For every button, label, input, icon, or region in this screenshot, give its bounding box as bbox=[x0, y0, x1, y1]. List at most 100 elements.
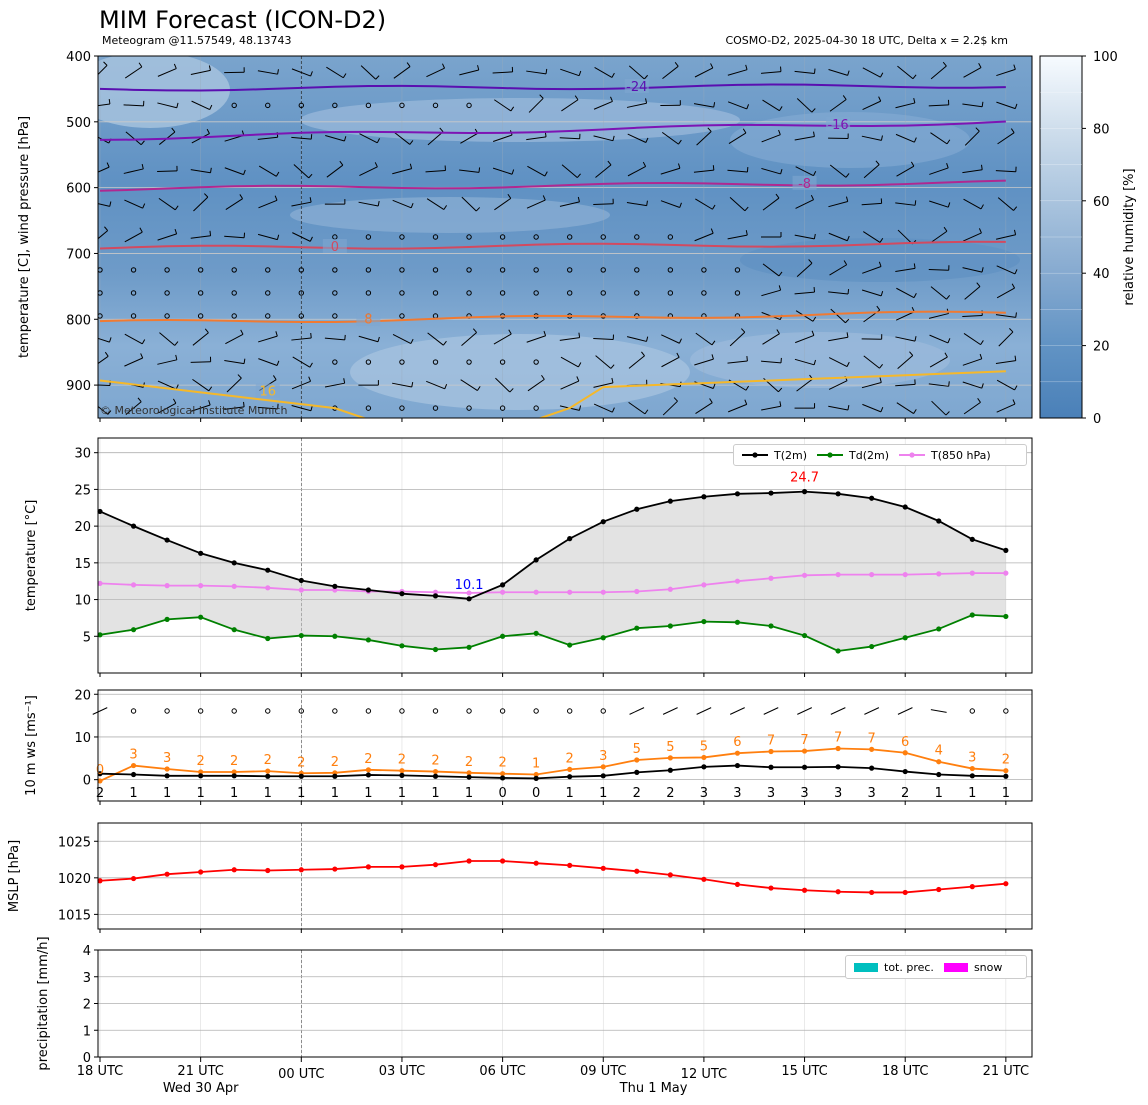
calm-wind-circle bbox=[466, 290, 472, 296]
wind-barb-flag bbox=[711, 354, 714, 360]
wind-barb bbox=[190, 235, 211, 239]
mslp-point bbox=[332, 866, 338, 872]
gust-point bbox=[265, 768, 271, 774]
wind-barb-flag bbox=[578, 362, 582, 368]
wind-barb bbox=[560, 380, 580, 390]
wind-barb-flag bbox=[914, 200, 917, 206]
wind-barb-flag bbox=[208, 386, 213, 392]
wind-barb bbox=[98, 230, 108, 240]
isotherm-label: -8 bbox=[798, 177, 811, 192]
wind-barb bbox=[124, 66, 143, 79]
calm-wind-circle bbox=[265, 102, 271, 109]
wind-barb bbox=[459, 169, 480, 173]
wind-barb-flag bbox=[644, 409, 649, 415]
temperature-spread-fill bbox=[100, 491, 1006, 651]
wind-barb bbox=[962, 314, 983, 318]
legend-item-td2m: Td(2m) bbox=[817, 449, 889, 462]
wind-barb bbox=[964, 130, 980, 146]
wind-barb bbox=[761, 134, 781, 143]
time-tick-label: 18 UTC bbox=[882, 1064, 928, 1079]
wind-barb bbox=[426, 380, 445, 390]
wind-barb-flag bbox=[478, 167, 481, 173]
wind-barb-flag bbox=[846, 361, 850, 367]
calm-wind-circle bbox=[399, 313, 405, 319]
wind-barb-flag bbox=[439, 127, 444, 133]
panel-frame bbox=[97, 437, 1033, 674]
wind-barb-flag bbox=[879, 363, 884, 369]
surface-calm-circle bbox=[969, 708, 975, 714]
wind-barb-flag bbox=[677, 163, 681, 169]
calm-wind-circle bbox=[600, 290, 606, 296]
mean-wind-point bbox=[600, 773, 606, 779]
wind-barb bbox=[257, 233, 278, 241]
wind-barb-flag bbox=[880, 72, 884, 78]
wind-barb-flag bbox=[712, 204, 716, 210]
wind-barb-flag bbox=[778, 129, 781, 135]
wind-barb-flag bbox=[779, 106, 783, 111]
wind-barb bbox=[98, 405, 109, 415]
wind-barb bbox=[828, 336, 849, 342]
calm-wind-circle bbox=[399, 405, 405, 411]
wind-barb bbox=[830, 308, 846, 324]
t2m-point bbox=[466, 596, 472, 602]
gust-point bbox=[231, 769, 237, 775]
pressure-tick-label: 900 bbox=[66, 379, 91, 394]
wind-barb-flag bbox=[141, 163, 144, 170]
mslp-point bbox=[567, 862, 573, 869]
td2m-point bbox=[869, 643, 875, 650]
wind-barb-flag bbox=[913, 409, 917, 414]
wind-barb bbox=[358, 335, 379, 343]
wind-barb-flag bbox=[808, 259, 813, 264]
wind-barb bbox=[727, 360, 748, 364]
wind-barb-flag bbox=[275, 331, 278, 337]
wind-barb-flag bbox=[813, 233, 816, 240]
wind-barb bbox=[761, 167, 781, 175]
mean-wind-value-label: 1 bbox=[129, 786, 137, 801]
wind-barb-flag bbox=[1014, 269, 1018, 275]
td2m-point bbox=[198, 614, 204, 620]
surface-calm-circle bbox=[365, 708, 372, 714]
gust-value-label: 7 bbox=[800, 733, 808, 748]
calm-wind-circle bbox=[701, 267, 707, 273]
calm-wind-circle bbox=[365, 405, 372, 411]
panel-frame bbox=[97, 689, 1033, 802]
mean-wind-value-label: 1 bbox=[968, 786, 976, 801]
calm-wind-circle bbox=[567, 290, 573, 296]
time-tick-label: 12 UTC bbox=[681, 1067, 727, 1082]
mean-wind-point bbox=[533, 775, 539, 781]
panel-frame bbox=[97, 822, 1033, 930]
mean-wind-value-label: 1 bbox=[163, 786, 171, 801]
wind-barb bbox=[996, 265, 1016, 275]
calm-wind-circle bbox=[499, 267, 506, 273]
t2m-point bbox=[298, 577, 304, 584]
wind-barb-flag bbox=[880, 407, 884, 413]
wind-barb-flag bbox=[642, 161, 647, 167]
wind-barb-flag bbox=[377, 336, 380, 342]
wind-barb-flag bbox=[508, 329, 512, 335]
t2m-point bbox=[667, 498, 673, 504]
model-run-subtitle: COSMO-D2, 2025-04-30 18 UTC, Delta x = 2… bbox=[725, 34, 1008, 47]
wind-barb bbox=[427, 332, 444, 346]
mslp-point bbox=[533, 860, 539, 866]
wind-barb bbox=[761, 289, 781, 297]
mean-wind-value-label: 0 bbox=[498, 786, 506, 801]
wind-barb bbox=[895, 133, 915, 143]
wind-barb bbox=[694, 232, 714, 242]
wind-barb bbox=[897, 229, 913, 245]
wind-barb bbox=[861, 202, 882, 206]
t850hpa-point bbox=[533, 589, 539, 595]
calm-wind-circle bbox=[399, 267, 405, 273]
gust-value-label: 2 bbox=[566, 751, 574, 766]
wind-barb-flag bbox=[646, 336, 649, 342]
t2m-point bbox=[634, 506, 640, 512]
td2m-point bbox=[164, 616, 170, 622]
wind-barb bbox=[593, 135, 614, 142]
wind-barb bbox=[426, 198, 445, 210]
wind-barb-flag bbox=[443, 205, 448, 210]
wind-barb bbox=[291, 380, 311, 390]
wind-barb bbox=[291, 201, 312, 207]
wind-barb bbox=[995, 234, 1016, 240]
wind-barb-flag bbox=[710, 63, 714, 69]
gust-point bbox=[801, 748, 808, 754]
wind-barb bbox=[459, 69, 479, 76]
